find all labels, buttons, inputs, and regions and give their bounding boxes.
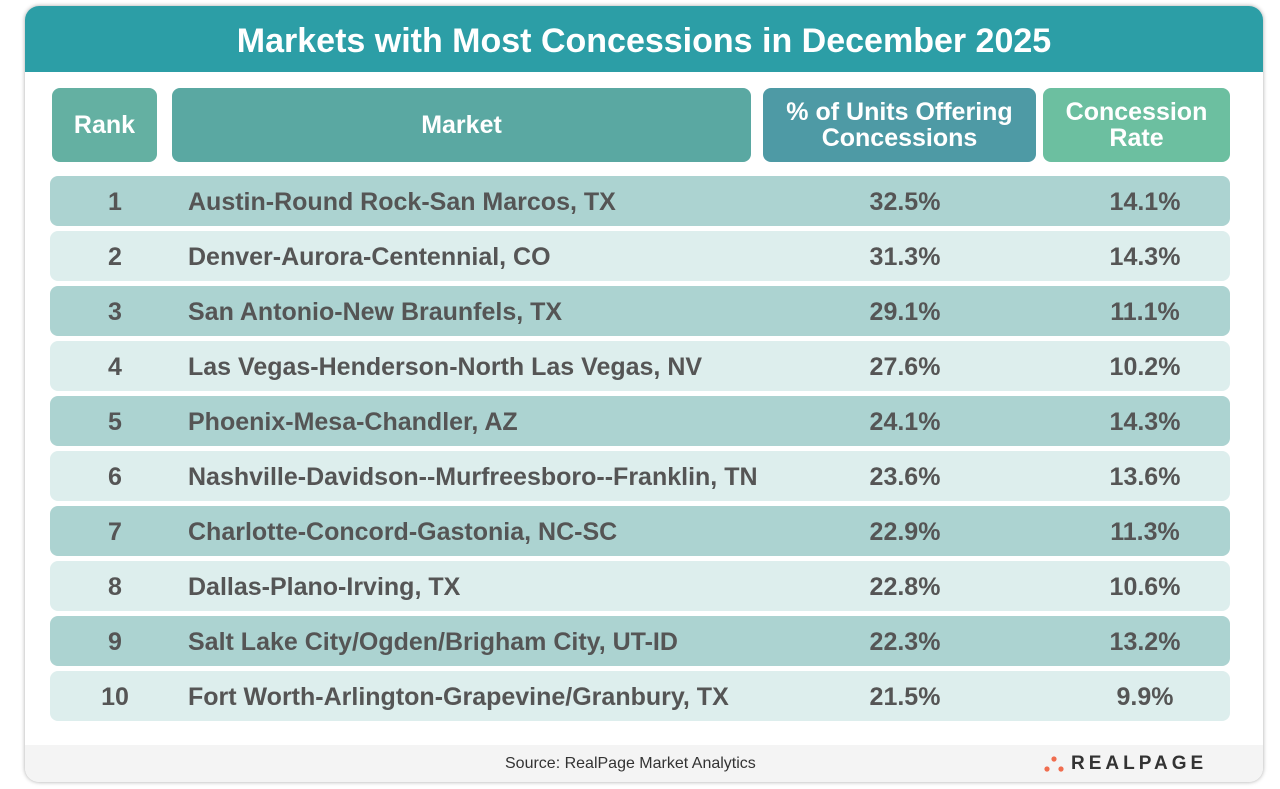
market-cell: Fort Worth-Arlington-Grapevine/Granbury,… [188,683,729,711]
rank-cell: 7 [108,518,122,546]
pct-units-cell: 21.5% [869,683,941,711]
footer: Source: RealPage Market Analytics REALPA… [25,745,1263,782]
header-market: Market [172,88,751,162]
concession-rate-cell: 10.6% [1109,573,1181,601]
pct-units-cell: 31.3% [869,243,941,271]
table-row: 3 San Antonio-New Braunfels, TX 29.1% 11.1% [50,286,1230,336]
pct-units-cell: 29.1% [869,298,941,326]
concession-rate-cell: 14.3% [1109,408,1181,436]
rank-cell: 10 [101,683,129,711]
logo-text: REALPAGE [1071,753,1208,774]
pct-units-cell: 32.5% [869,188,941,216]
concession-rate-cell: 10.2% [1109,353,1181,381]
pct-units-cell: 22.3% [869,628,941,656]
table-row: 4 Las Vegas-Henderson-North Las Vegas, NV… [50,341,1230,391]
rank-cell: 8 [108,573,122,601]
rank-cell: 6 [108,463,122,491]
table-row: 6 Nashville-Davidson--Murfreesboro--Frank… [50,451,1230,501]
header-concession-rate: Concession Rate [1043,88,1230,162]
pct-units-cell: 22.9% [869,518,941,546]
concession-rate-cell: 13.2% [1109,628,1181,656]
market-cell: Salt Lake City/Ogden/Brigham City, UT-ID [188,628,678,656]
table-row: 2 Denver-Aurora-Centennial, CO 31.3% 14.3% [50,231,1230,281]
concession-rate-cell: 14.1% [1109,188,1181,216]
realpage-logo: REALPAGE [1043,753,1207,775]
source-note: Source: RealPage Market Analytics [505,755,756,772]
rank-cell: 3 [108,298,122,326]
pct-units-cell: 24.1% [869,408,941,436]
logo-dots-icon [1044,756,1064,772]
market-cell: Nashville-Davidson--Murfreesboro--Frankl… [188,463,758,491]
concession-rate-cell: 11.3% [1110,518,1180,546]
table-card: Markets with Most Concessions in Decembe… [25,6,1263,782]
market-cell: Austin-Round Rock-San Marcos, TX [188,188,616,216]
concession-rate-cell: 13.6% [1109,463,1181,491]
chart-title: Markets with Most Concessions in Decembe… [25,6,1263,72]
rank-cell: 5 [108,408,122,436]
rank-cell: 4 [108,353,122,381]
rank-cell: 2 [108,243,122,271]
table-row: 8 Dallas-Plano-Irving, TX 22.8% 10.6% [50,561,1230,611]
table-row: 7 Charlotte-Concord-Gastonia, NC-SC 22.9% 1… [50,506,1230,556]
table-row: 1 Austin-Round Rock-San Marcos, TX 32.5% 14… [50,176,1230,226]
market-cell: Phoenix-Mesa-Chandler, AZ [188,408,518,436]
market-cell: Charlotte-Concord-Gastonia, NC-SC [188,518,618,546]
pct-units-cell: 27.6% [869,353,941,381]
table-row: 9 Salt Lake City/Ogden/Brigham City, UT-I… [50,616,1230,666]
pct-units-cell: 22.8% [869,573,941,601]
market-cell: San Antonio-New Braunfels, TX [188,298,563,326]
concession-rate-cell: 9.9% [1116,683,1174,711]
header-pct-units: % of Units Offering Concessions [763,88,1036,162]
concession-rate-cell: 11.1% [1110,298,1180,326]
market-cell: Denver-Aurora-Centennial, CO [188,243,551,271]
market-cell: Las Vegas-Henderson-North Las Vegas, NV [188,353,703,381]
market-cell: Dallas-Plano-Irving, TX [188,573,461,601]
pct-units-cell: 23.6% [869,463,941,491]
table-row: 10 Fort Worth-Arlington-Grapevine/Granbur… [50,671,1230,721]
concession-rate-cell: 14.3% [1109,243,1181,271]
header-rank: Rank [52,88,157,162]
rank-cell: 1 [108,188,122,216]
table-row: 5 Phoenix-Mesa-Chandler, AZ 24.1% 14.3% [50,396,1230,446]
rank-cell: 9 [108,628,122,656]
